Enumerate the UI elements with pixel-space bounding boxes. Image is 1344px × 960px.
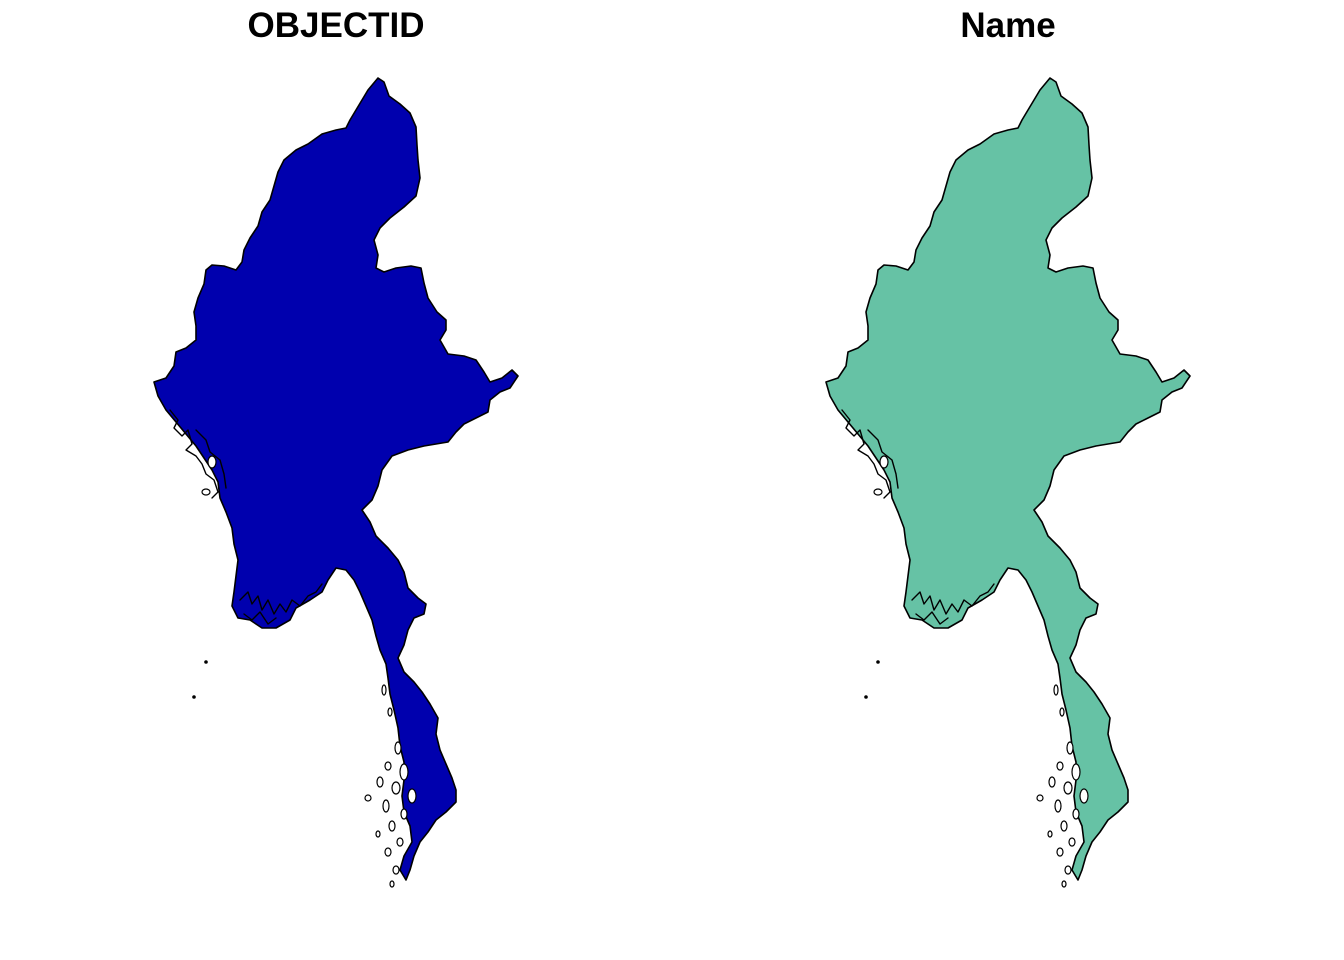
- island: [407, 788, 417, 804]
- coastline-detail: [239, 583, 323, 615]
- panel-title: Name: [960, 6, 1056, 45]
- island: [394, 741, 402, 755]
- coastline-detail: [867, 429, 899, 489]
- coastline-detail: [911, 583, 995, 615]
- island: [389, 880, 395, 888]
- panel-title: OBJECTID: [247, 6, 425, 45]
- island: [399, 763, 409, 781]
- island: [1054, 799, 1062, 813]
- coastline-detail: [915, 611, 949, 625]
- coastline-detail: [169, 409, 219, 499]
- island: [1072, 808, 1080, 820]
- island: [207, 455, 217, 469]
- coastline-detail: [195, 429, 227, 489]
- island: [1060, 820, 1068, 832]
- island: [1056, 847, 1064, 857]
- island: [400, 808, 408, 820]
- island: [192, 695, 196, 699]
- island: [1059, 707, 1065, 717]
- island: [1048, 776, 1056, 788]
- island: [1047, 830, 1053, 838]
- island: [1056, 761, 1064, 771]
- island: [364, 794, 372, 802]
- island: [1068, 837, 1076, 847]
- island: [396, 837, 404, 847]
- island: [381, 684, 387, 696]
- map-plot: [825, 77, 1191, 888]
- island: [879, 455, 889, 469]
- island: [873, 488, 883, 496]
- island: [376, 776, 384, 788]
- country-polygon: [825, 77, 1191, 881]
- island: [391, 781, 401, 795]
- map-panel-name: Name: [672, 0, 1344, 960]
- island: [1063, 781, 1073, 795]
- country-polygon: [153, 77, 519, 881]
- island: [1071, 763, 1081, 781]
- island: [204, 660, 208, 664]
- island: [1061, 880, 1067, 888]
- coastline-detail: [841, 409, 891, 499]
- map-plot: [153, 77, 519, 888]
- map-panel-objectid: OBJECTID: [153, 6, 519, 888]
- island: [1053, 684, 1059, 696]
- island: [201, 488, 211, 496]
- island: [392, 865, 400, 875]
- island: [1036, 794, 1044, 802]
- island: [1079, 788, 1089, 804]
- island: [375, 830, 381, 838]
- island: [1064, 865, 1072, 875]
- island: [864, 695, 868, 699]
- island: [384, 761, 392, 771]
- island: [876, 660, 880, 664]
- island: [388, 820, 396, 832]
- coastline-detail: [243, 611, 277, 625]
- island: [382, 799, 390, 813]
- island: [384, 847, 392, 857]
- island: [1066, 741, 1074, 755]
- island: [387, 707, 393, 717]
